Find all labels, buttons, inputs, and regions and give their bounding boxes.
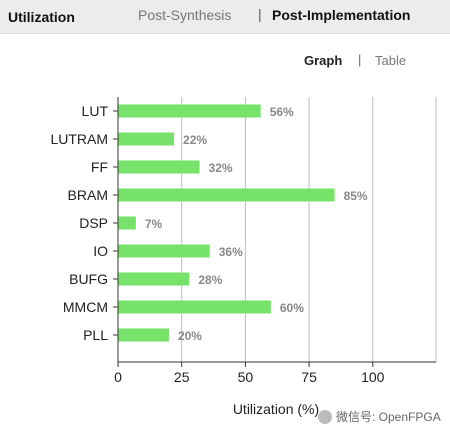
watermark-text: 微信号: OpenFPGA — [336, 410, 441, 424]
table-view-toggle[interactable]: Table — [375, 53, 407, 68]
value-label-pll: 20% — [178, 329, 202, 343]
category-label-bram: BRAM — [68, 187, 108, 203]
x-tick-label-100: 100 — [361, 369, 385, 385]
x-tick-label-75: 75 — [301, 369, 317, 385]
panel-title: Utilization — [8, 9, 75, 25]
bar-mmcm — [118, 300, 271, 314]
value-label-io: 36% — [219, 245, 243, 259]
bar-io — [118, 244, 210, 258]
utilization-header: Utilization Post-Synthesis | Post-Implem… — [0, 0, 450, 34]
view-toggle-separator: | — [358, 52, 362, 67]
bar-bram — [118, 188, 335, 202]
tab-post-implementation[interactable]: Post-Implementation — [272, 7, 411, 23]
value-label-bram: 85% — [344, 189, 368, 203]
value-label-ff: 32% — [209, 161, 233, 175]
category-label-dsp: DSP — [79, 215, 108, 231]
category-label-ff: FF — [91, 159, 108, 175]
value-label-dsp: 7% — [145, 217, 163, 231]
bar-lut — [118, 104, 261, 118]
category-label-lutram: LUTRAM — [50, 131, 108, 147]
category-label-bufg: BUFG — [69, 271, 108, 287]
chart-bars: 56% 22%32% 85% 7% 36% 28% 60% 20% — [118, 104, 368, 343]
category-label-mmcm: MMCM — [63, 299, 108, 315]
watermark: 微信号: OpenFPGA — [318, 408, 441, 425]
value-label-bufg: 28% — [198, 273, 222, 287]
tab-post-synthesis[interactable]: Post-Synthesis — [138, 7, 232, 23]
category-label-pll: PLL — [83, 327, 108, 343]
category-label-io: IO — [93, 243, 108, 259]
x-tick-label-0: 0 — [114, 369, 122, 385]
wechat-icon — [318, 409, 332, 424]
bar-dsp — [118, 216, 136, 230]
graph-view-toggle[interactable]: Graph — [304, 53, 343, 68]
chart-axes: LUT LUTRAM FF BRAM DSP IO BUFG MMCM PLL 0 25 50 75 10… — [50, 97, 436, 385]
bar-pll — [118, 328, 169, 342]
x-axis-label: Utilization (%) — [233, 401, 319, 417]
bar-lutram — [118, 132, 175, 146]
bar-ff — [118, 160, 200, 174]
chart-gridlines — [181, 97, 437, 362]
value-label-mmcm: 60% — [280, 301, 304, 315]
category-label-lut: LUT — [82, 103, 109, 119]
tab-separator: | — [258, 6, 262, 22]
bar-bufg — [118, 272, 190, 286]
value-label-lut: 56% — [270, 105, 294, 119]
value-label-lutram: 22% — [183, 133, 207, 147]
x-tick-label-50: 50 — [238, 369, 254, 385]
x-tick-label-25: 25 — [174, 369, 190, 385]
